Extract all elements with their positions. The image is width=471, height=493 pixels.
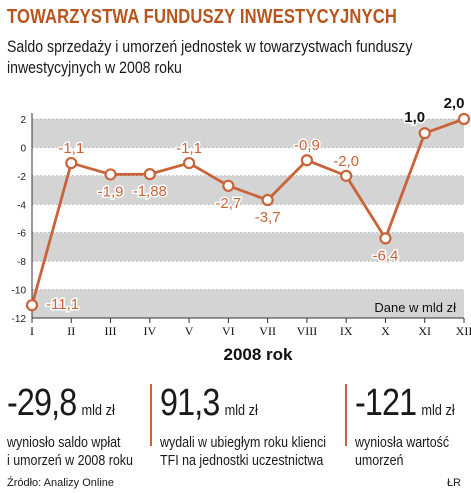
chart-title: TOWARZYSTWA FUNDUSZY INWESTYCYJNYCH	[7, 6, 398, 28]
unit-note: Dane w mld zł	[374, 300, 456, 315]
data-label: -1,88	[133, 183, 167, 200]
series-line	[30, 117, 465, 306]
data-label: -3,7	[255, 209, 281, 226]
stat-1-unit: mld zł	[81, 402, 115, 419]
stat-2-desc-line1: wydali w ubiegłym roku klienci	[160, 434, 327, 451]
stat-3-value: -121	[355, 382, 417, 424]
x-axis-title: 2008 rok	[224, 345, 294, 364]
author-credit: ŁR	[446, 477, 461, 489]
line-chart: 20-2-4-6-8-10-12I II III IV V VI VII VIII IX X XI X…	[12, 94, 471, 365]
stat-1-value: -29,8	[7, 382, 77, 424]
grid-band	[32, 119, 464, 148]
data-point	[222, 179, 235, 192]
data-point	[379, 232, 392, 245]
stat-2: 91,3 mld zł wydali w ubiegłym roku klienc…	[160, 384, 400, 470]
x-tick-label: III	[105, 324, 117, 338]
y-tick-label: -10	[12, 286, 27, 297]
stat-1-desc-line2: i umorzeń w 2008 roku	[7, 452, 133, 469]
stat-2-desc-line2: TFI na jednostki uczestnictwa	[160, 452, 324, 469]
stat-1-desc-line1: wyniosło saldo wpłat	[7, 434, 121, 451]
y-tick-label: -8	[17, 257, 26, 268]
x-tick-label: XI	[418, 324, 431, 338]
stat-2-unit: mld zł	[224, 402, 258, 419]
y-tick-label: -12	[12, 314, 27, 325]
stat-3-desc-line2: umorzeń	[355, 452, 404, 469]
stat-1: -29,8 mld zł wyniosło saldo wpłat i umorze…	[7, 384, 247, 470]
data-point	[104, 168, 117, 181]
stat-2-value: 91,3	[160, 382, 220, 424]
source-note: Źródło: Analizy Online	[7, 477, 114, 489]
y-tick-label: 2	[20, 115, 26, 126]
stat-separator	[345, 384, 347, 446]
data-point	[457, 112, 471, 126]
stat-3: -121 mld zł wyniosła wartość umorzeń	[355, 384, 471, 470]
y-tick-label: 0	[20, 143, 26, 154]
x-tick-label: V	[185, 324, 194, 338]
y-tick-label: -2	[17, 172, 26, 183]
chart-subtitle: Saldo sprzedaży i umorzeń jednostek w to…	[7, 37, 413, 77]
x-tick-label: VII	[259, 324, 276, 338]
x-tick-label: I	[30, 324, 34, 338]
x-tick-label: XII	[456, 324, 471, 338]
data-point	[340, 169, 353, 182]
data-label: -0,9	[294, 137, 320, 154]
grid-band	[32, 289, 464, 318]
stat-3-unit: mld zł	[421, 402, 455, 419]
data-label: -2,0	[333, 153, 359, 170]
stat-separator	[150, 384, 152, 446]
y-tick-label: -6	[17, 229, 26, 240]
data-point	[261, 193, 274, 207]
x-tick-label: IX	[340, 324, 353, 338]
data-label: -6,4	[373, 247, 399, 264]
data-label: -1,1	[176, 140, 202, 157]
x-tick-label: VIII	[297, 324, 318, 338]
data-label: 1,0	[404, 109, 425, 126]
y-tick-label: -4	[17, 200, 26, 211]
data-point	[25, 299, 39, 312]
data-label: -11,1	[46, 296, 79, 313]
data-point	[182, 156, 196, 170]
data-point	[418, 127, 431, 140]
x-tick-label: VI	[222, 324, 235, 338]
x-tick-label: IV	[143, 324, 156, 338]
data-point	[300, 154, 314, 167]
data-label: 2,0	[444, 95, 465, 112]
data-label: -1,9	[98, 183, 124, 200]
x-tick-label: X	[381, 324, 390, 338]
data-point	[143, 168, 156, 181]
x-tick-label: II	[67, 324, 75, 338]
stat-3-desc-line1: wyniosła wartość	[355, 434, 450, 451]
grid-band	[32, 232, 464, 262]
grid-band	[32, 175, 464, 205]
data-label: -1,1	[58, 140, 84, 157]
data-label: -2,7	[215, 195, 241, 212]
data-point	[65, 156, 78, 170]
